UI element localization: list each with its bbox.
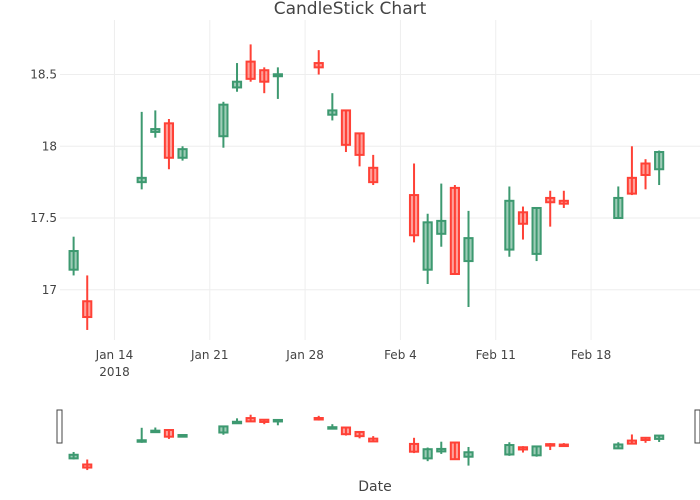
candle-body: [272, 73, 283, 78]
range-slider[interactable]: [56, 400, 700, 482]
slider-candle-body: [531, 445, 542, 457]
slider-candle-body: [177, 434, 188, 438]
candle-body: [259, 69, 270, 83]
slider-candle-body: [150, 429, 161, 434]
slider-candle-body: [422, 448, 433, 460]
slider-candle-body: [517, 446, 529, 451]
gridlines: [60, 20, 700, 340]
x-tick-label: Feb 4: [384, 348, 417, 362]
candle-body: [177, 148, 188, 159]
slider-candle-body: [259, 418, 270, 423]
slider-candle-body: [449, 441, 460, 461]
y-tick-label: 18.5: [30, 68, 57, 82]
candle-body: [136, 176, 147, 184]
candles: [68, 44, 665, 330]
y-tick-label: 17: [42, 283, 57, 297]
y-tick-labels: 17 17.5 18 18.5: [30, 68, 57, 297]
slider-candle-body: [163, 429, 175, 438]
y-tick-label: 17.5: [30, 211, 57, 225]
slider-candle-body: [218, 425, 229, 434]
candle-body: [368, 166, 379, 184]
slider-candle-body: [463, 451, 474, 458]
slider-candle-body: [408, 442, 420, 453]
candle-body: [218, 103, 229, 138]
slider-candle-body: [327, 426, 338, 430]
candle-body: [640, 162, 651, 176]
slider-candle-body: [245, 417, 256, 423]
x-tick-sublabel: 2018: [99, 365, 130, 379]
candle-body: [531, 206, 542, 255]
slider-candle-body: [340, 426, 352, 436]
chart-title: CandleStick Chart: [274, 0, 427, 19]
candle-body: [82, 300, 93, 319]
slider-candle-body: [354, 430, 365, 438]
x-tick-label: Feb 11: [476, 348, 516, 362]
candle-body: [422, 221, 433, 271]
candle-body: [654, 151, 665, 171]
candle-body: [558, 199, 569, 205]
slider-candle-body: [82, 463, 93, 469]
candle-body: [327, 109, 338, 116]
slider-candle-body: [545, 443, 556, 447]
slider-candle-body: [368, 437, 379, 443]
x-tick-label: Feb 18: [571, 348, 611, 362]
candle-body: [626, 176, 637, 195]
candle-body: [231, 80, 243, 89]
candle-body: [354, 132, 365, 156]
candle-body: [463, 237, 474, 263]
slider-candle-body: [272, 418, 283, 423]
x-tick-label: Jan 14: [95, 348, 134, 362]
slider-candle-body: [436, 447, 447, 453]
range-slider-handle-right[interactable]: [694, 409, 700, 444]
slider-candle-body: [313, 417, 324, 421]
y-tick-label: 18: [42, 139, 57, 153]
candle-body: [449, 186, 460, 275]
slider-candle-body: [136, 439, 147, 443]
x-axis-title: Date: [358, 479, 391, 495]
slider-candle-body: [68, 453, 79, 460]
slider-candle-body: [640, 436, 651, 442]
slider-candle-body: [231, 420, 243, 425]
candle-body: [408, 194, 420, 237]
x-tick-labels: Jan 14 2018 Jan 21 Jan 28 Feb 4 Feb 11 Feb 18: [95, 348, 612, 379]
slider-candle-body: [626, 439, 637, 445]
slider-candle-body: [504, 444, 515, 456]
candle-body: [340, 109, 352, 146]
slider-candle-body: [654, 434, 665, 440]
candle-body: [163, 122, 175, 159]
candle-body: [545, 196, 556, 204]
candle-body: [504, 199, 515, 251]
slider-candle-body: [613, 443, 624, 450]
candle-body: [68, 250, 79, 271]
candle-body: [313, 62, 324, 69]
range-slider-handle-left[interactable]: [56, 409, 63, 444]
x-tick-label: Jan 21: [190, 348, 229, 362]
slider-candle-body: [558, 443, 569, 448]
candle-body: [245, 60, 256, 80]
candle-body: [613, 196, 624, 220]
range-slider-background: [60, 400, 700, 482]
candle-body: [517, 211, 529, 225]
x-tick-label: Jan 28: [285, 348, 324, 362]
candle-body: [150, 128, 161, 133]
candle-body: [436, 219, 447, 235]
